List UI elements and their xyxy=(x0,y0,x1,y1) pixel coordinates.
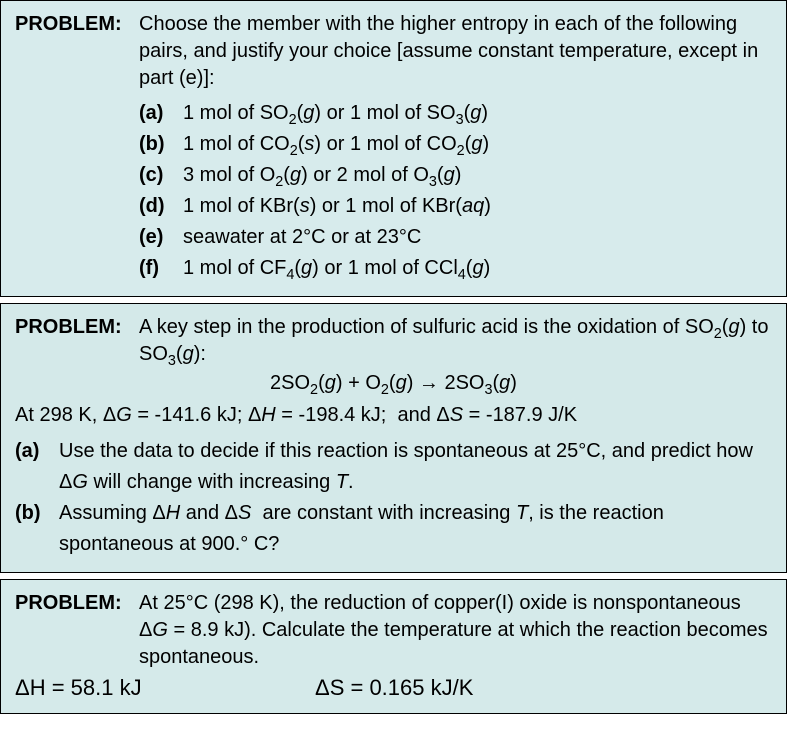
item-body: 3 mol of O2(g) or 2 mol of O3(g) xyxy=(183,160,772,191)
problem3-intro: At 25°C (298 K), the reduction of copper… xyxy=(139,590,772,671)
problem1-label: PROBLEM: xyxy=(15,11,139,36)
item-letter: (c) xyxy=(139,160,183,191)
item-letter: (e) xyxy=(139,222,183,253)
problem1-item: (d)1 mol of KBr(s) or 1 mol of KBr(aq) xyxy=(15,191,772,222)
problem1-item: (c)3 mol of O2(g) or 2 mol of O3(g) xyxy=(15,160,772,191)
item-letter: (d) xyxy=(139,191,183,222)
problem3-values-row: ΔH = 58.1 kJ ΔS = 0.165 kJ/K xyxy=(15,675,772,701)
problem1-item: (e)seawater at 2°C or at 23°C xyxy=(15,222,772,253)
item-body: 1 mol of KBr(s) or 1 mol of KBr(aq) xyxy=(183,191,772,222)
problem2-data-line: At 298 K, ΔG = -141.6 kJ; ΔH = -198.4 kJ… xyxy=(15,401,772,430)
item-body: 1 mol of SO2(g) or 1 mol of SO3(g) xyxy=(183,98,772,129)
problem1-item: (b)1 mol of CO2(s) or 1 mol of CO2(g) xyxy=(15,129,772,160)
problem3-header: PROBLEM: At 25°C (298 K), the reduction … xyxy=(15,590,772,671)
item-letter: (a) xyxy=(139,98,183,129)
problem3-delta-s: ΔS = 0.165 kJ/K xyxy=(315,675,473,701)
part-body: Use the data to decide if this reaction … xyxy=(59,436,772,498)
problem2-parts: (a)Use the data to decide if this reacti… xyxy=(15,436,772,560)
problem2-header: PROBLEM: A key step in the production of… xyxy=(15,314,772,368)
part-body: Assuming ΔH and ΔS are constant with inc… xyxy=(59,498,772,560)
problem1-header: PROBLEM: Choose the member with the high… xyxy=(15,11,772,92)
problem3-label: PROBLEM: xyxy=(15,590,139,615)
part-letter: (a) xyxy=(15,436,59,467)
item-letter: (f) xyxy=(139,253,183,284)
problem-panel-2: PROBLEM: A key step in the production of… xyxy=(0,303,787,573)
problem2-part: (a)Use the data to decide if this reacti… xyxy=(15,436,772,498)
problem2-part: (b)Assuming ΔH and ΔS are constant with … xyxy=(15,498,772,560)
problem1-item: (a)1 mol of SO2(g) or 1 mol of SO3(g) xyxy=(15,98,772,129)
problem1-intro: Choose the member with the higher entrop… xyxy=(139,11,772,92)
item-body: 1 mol of CF4(g) or 1 mol of CCl4(g) xyxy=(183,253,772,284)
problem2-equation: 2SO2(g) + O2(g) → 2SO3(g) xyxy=(15,372,772,395)
part-letter: (b) xyxy=(15,498,59,529)
problem2-intro: A key step in the production of sulfuric… xyxy=(139,314,772,368)
item-body: 1 mol of CO2(s) or 1 mol of CO2(g) xyxy=(183,129,772,160)
problem1-items: (a)1 mol of SO2(g) or 1 mol of SO3(g)(b)… xyxy=(15,98,772,284)
problem-panel-3: PROBLEM: At 25°C (298 K), the reduction … xyxy=(0,579,787,714)
problem1-item: (f)1 mol of CF4(g) or 1 mol of CCl4(g) xyxy=(15,253,772,284)
item-body: seawater at 2°C or at 23°C xyxy=(183,222,772,253)
item-letter: (b) xyxy=(139,129,183,160)
problem3-delta-h: ΔH = 58.1 kJ xyxy=(15,675,315,701)
problem2-label: PROBLEM: xyxy=(15,314,139,339)
problem-panel-1: PROBLEM: Choose the member with the high… xyxy=(0,0,787,297)
